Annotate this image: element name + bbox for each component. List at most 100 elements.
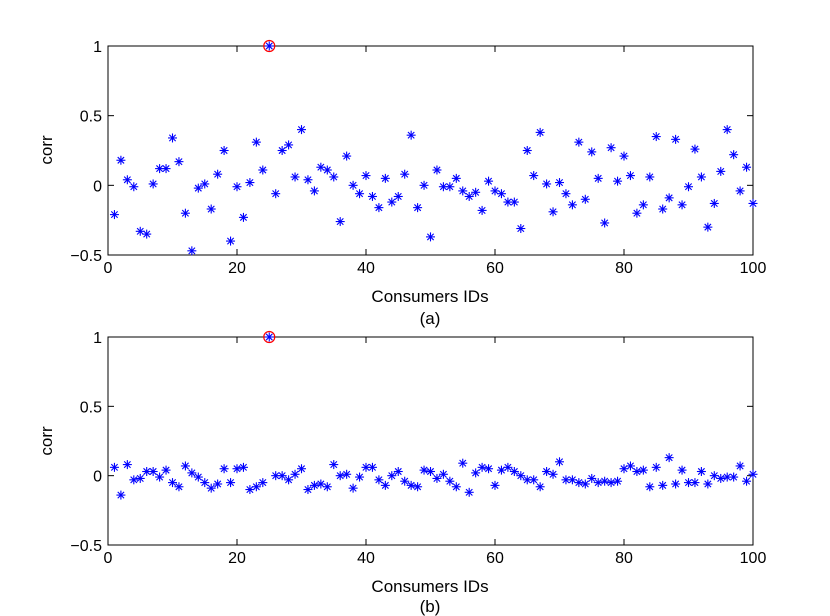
data-point [374,475,384,485]
data-point [600,218,610,228]
data-point [348,180,358,190]
data-point [361,171,371,181]
x-tick-label: 20 [228,260,246,277]
data-point [393,191,403,201]
markers-b [109,330,758,500]
data-point [613,176,623,186]
data-point [561,475,571,485]
data-point [729,150,739,160]
data-point [580,194,590,204]
data-point [342,469,352,479]
highlight-marker [263,39,276,53]
data-point [477,462,487,472]
data-point [542,467,552,477]
plot-area-a [107,45,754,256]
data-point [193,183,203,193]
data-point [606,143,616,153]
data-point [451,482,461,492]
data-point [484,176,494,186]
panel-label-a: (a) [420,309,441,328]
x-axis-label-b: Consumers IDs [371,577,488,596]
data-point [413,482,423,492]
y-tick-label: 0 [93,178,102,195]
data-point [735,461,745,471]
data-point [419,180,429,190]
data-point [606,478,616,488]
data-point [561,189,571,199]
data-point [696,172,706,182]
data-point [464,191,474,201]
data-point [129,475,139,485]
data-point [684,182,693,192]
data-point [658,480,668,490]
data-point [406,130,416,140]
data-point [322,482,332,492]
plot-area-b [107,336,754,546]
data-point [238,462,248,472]
ticks-b: 0 20 40 60 80 100−0.500.51 [70,330,766,567]
data-point [367,191,377,201]
data-point [187,468,197,478]
markers-a [109,39,758,256]
data-point [245,178,255,188]
x-tick-label: 40 [357,550,375,567]
data-point [251,137,261,147]
data-point [109,462,119,472]
data-point [284,140,294,150]
data-point [593,173,603,183]
x-tick-label: 100 [740,260,767,277]
y-axis-label-a: corr [37,135,56,165]
data-point [632,467,642,477]
data-point [284,475,294,485]
data-point [458,186,468,196]
data-point [703,222,713,232]
data-point [445,476,455,486]
x-tick-label: 60 [486,550,504,567]
data-point [335,217,345,227]
data-point [264,41,274,51]
data-point [213,169,223,179]
data-point [664,193,674,203]
data-point [200,179,210,189]
data-point [200,478,210,488]
data-point [142,229,152,239]
data-point [161,465,171,475]
data-point [703,479,713,489]
y-tick-label: −0.5 [70,538,102,555]
data-point [168,133,177,143]
data-point [471,187,481,197]
data-point [548,207,558,217]
data-point [677,465,687,475]
data-point [342,151,352,161]
highlight-marker [263,330,276,344]
data-point [129,182,139,192]
data-point [264,332,274,342]
data-point [742,162,752,172]
data-point [555,178,564,188]
data-point [322,165,332,175]
data-point [232,464,242,474]
data-point [174,482,184,492]
data-point [116,155,126,165]
data-point [509,197,519,207]
panel-a: 0 20 40 60 80 100−0.500.51 Consumers IDs corr… [37,39,766,328]
data-point [587,147,597,157]
data-point [438,469,448,479]
data-point [516,471,526,481]
data-point [116,490,126,500]
data-point [226,236,236,246]
data-point [625,461,635,471]
data-point [122,175,132,185]
data-point [348,483,358,493]
data-point [297,464,306,474]
data-point [329,460,339,470]
data-point [374,203,384,213]
data-point [393,467,403,477]
data-point [748,198,758,208]
data-point [593,478,603,488]
data-point [632,208,642,218]
data-point [555,457,564,467]
data-point [509,467,519,477]
data-point [361,462,371,472]
data-point [251,482,261,492]
